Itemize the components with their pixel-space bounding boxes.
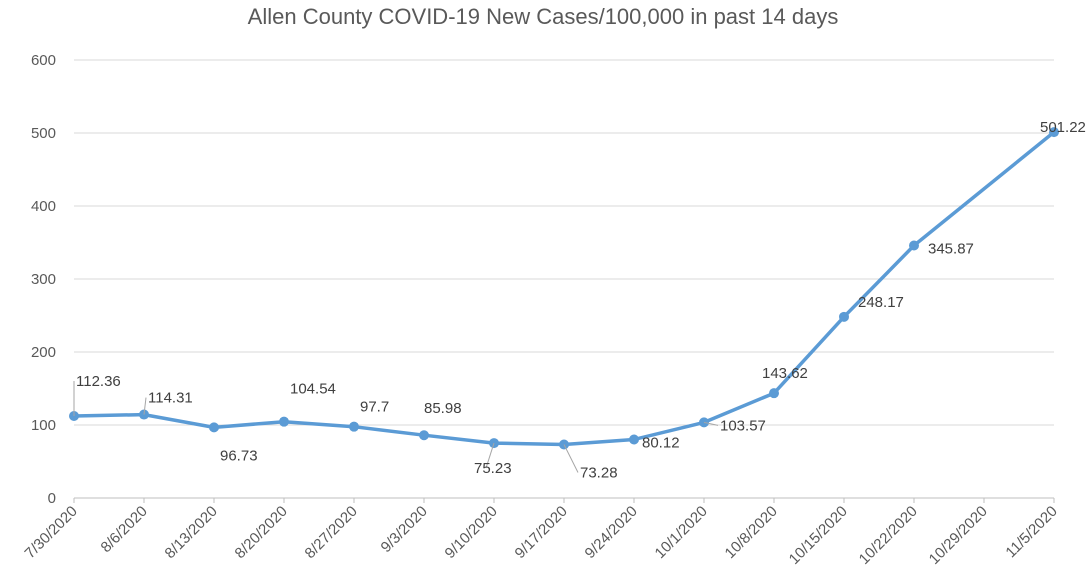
y-tick-label: 600 xyxy=(31,52,56,69)
data-point xyxy=(909,240,919,251)
x-tick-label: 7/30/2020 xyxy=(22,503,81,562)
data-label: 96.73 xyxy=(220,447,258,464)
y-tick-label: 100 xyxy=(31,417,56,434)
x-tick-label: 8/6/2020 xyxy=(98,503,151,556)
data-point xyxy=(629,434,639,445)
label-leader-line xyxy=(485,442,495,469)
data-point xyxy=(279,416,289,427)
series-line xyxy=(72,130,1056,447)
data-label: 103.57 xyxy=(720,417,766,434)
x-tick-label: 9/10/2020 xyxy=(442,503,501,562)
data-label: 85.98 xyxy=(424,400,462,417)
data-label: 114.31 xyxy=(148,390,193,407)
y-tick-label: 400 xyxy=(31,198,56,215)
data-point xyxy=(209,422,219,433)
data-label: 97.7 xyxy=(360,399,389,416)
x-tick-label: 8/20/2020 xyxy=(232,503,291,562)
data-label: 143.62 xyxy=(762,365,808,382)
x-tick-label: 9/24/2020 xyxy=(582,503,641,562)
data-point xyxy=(839,311,849,322)
data-label: 75.23 xyxy=(474,460,512,477)
y-tick-label: 0 xyxy=(48,490,56,507)
data-label: 80.12 xyxy=(642,435,680,452)
x-tick-label: 10/15/2020 xyxy=(786,503,851,568)
data-label: 104.54 xyxy=(290,381,336,398)
data-point xyxy=(769,388,779,399)
label-leader-line xyxy=(703,421,719,426)
x-tick-label: 10/29/2020 xyxy=(926,503,991,568)
x-tick-label: 10/1/2020 xyxy=(652,503,711,562)
x-tick-label: 10/22/2020 xyxy=(856,503,921,568)
x-tick-label: 9/17/2020 xyxy=(512,503,571,562)
y-tick-label: 500 xyxy=(31,125,56,142)
data-label: 501.22 xyxy=(1040,119,1086,136)
x-tick-label: 9/3/2020 xyxy=(378,503,431,556)
data-point xyxy=(1049,127,1059,138)
label-leader-line xyxy=(563,444,579,473)
data-label: 345.87 xyxy=(928,241,974,258)
chart-title: Allen County COVID-19 New Cases/100,000 … xyxy=(247,4,839,29)
data-label: 248.17 xyxy=(858,294,904,311)
y-tick-label: 200 xyxy=(31,344,56,361)
data-label: 112.36 xyxy=(76,373,121,390)
x-tick-label: 11/5/2020 xyxy=(1002,503,1060,561)
label-leader-line xyxy=(143,397,147,415)
y-tick-label: 300 xyxy=(31,271,56,288)
x-tick-label: 8/27/2020 xyxy=(302,503,361,562)
data-label: 73.28 xyxy=(580,465,618,482)
data-point xyxy=(419,430,429,441)
data-point xyxy=(349,421,359,432)
x-tick-label: 10/8/2020 xyxy=(722,503,781,562)
x-tick-label: 8/13/2020 xyxy=(162,503,221,562)
